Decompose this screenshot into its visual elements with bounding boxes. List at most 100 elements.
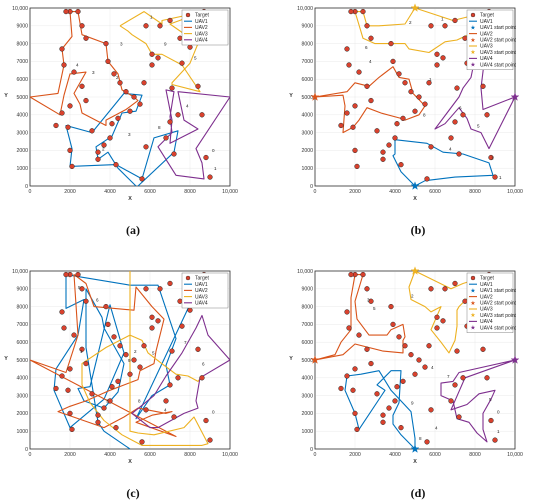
target-marker <box>416 94 422 100</box>
start-point-uav3 <box>410 266 420 275</box>
target-marker <box>127 108 133 114</box>
target-marker <box>434 51 440 57</box>
target-marker <box>484 112 490 118</box>
legend-entry: Target <box>480 13 495 19</box>
legend-entry: Target <box>480 276 495 282</box>
target-marker <box>386 405 392 411</box>
target-marker <box>59 46 65 52</box>
x-tick-label: 2000 <box>349 189 361 195</box>
target-marker <box>434 62 440 68</box>
y-tick-label: 6000 <box>16 340 28 346</box>
target-marker <box>143 407 149 413</box>
target-index-label: 5 <box>489 397 492 402</box>
y-axis-label: Y <box>4 93 8 99</box>
legend-entry: UAV4 <box>480 56 493 62</box>
target-marker <box>364 286 370 292</box>
target-index-label: 6 <box>459 105 462 110</box>
target-marker <box>107 398 113 404</box>
target-marker <box>434 325 440 331</box>
target-marker <box>390 321 396 328</box>
x-tick-label: 6000 <box>429 452 441 458</box>
target-marker <box>428 23 434 29</box>
target-marker <box>456 414 462 420</box>
legend-box <box>466 272 514 333</box>
target-marker <box>416 357 422 363</box>
y-tick-label: 5000 <box>16 95 28 101</box>
target-marker <box>412 108 418 114</box>
target-index-label: 0 <box>497 409 500 414</box>
y-tick-label: 2000 <box>16 148 28 154</box>
target-marker <box>137 101 143 107</box>
target-marker <box>167 280 173 287</box>
target-marker <box>117 343 123 349</box>
target-index-label: 3 <box>106 399 109 404</box>
route-uav4 <box>157 89 231 180</box>
target-index-label: 4 <box>369 59 372 64</box>
target-index-label: 6 <box>365 45 368 50</box>
target-marker <box>368 35 374 41</box>
target-marker <box>187 44 193 50</box>
target-marker <box>103 40 109 47</box>
target-marker <box>412 371 418 377</box>
target-index-label: 5 <box>152 351 155 356</box>
target-marker <box>63 8 69 15</box>
y-axis-label: Y <box>289 356 293 362</box>
target-marker <box>139 176 145 182</box>
chart-panel-1: 0 1000 2000 3000 4000 5000 6000 7000 8000 9000 10,… <box>4 6 238 237</box>
target-marker <box>69 426 75 433</box>
x-tick-label: 4000 <box>104 452 116 458</box>
target-marker <box>400 115 406 122</box>
x-tick-label: 10,000 <box>222 189 238 195</box>
target-index-label: 1 <box>441 16 444 21</box>
target-marker <box>95 419 101 425</box>
target-marker <box>488 417 494 424</box>
target-index-label: 5 <box>477 123 480 128</box>
x-tick-label: 8000 <box>469 189 481 195</box>
x-tick-label: 0 <box>29 189 32 195</box>
start-point-uav4 <box>510 355 520 364</box>
target-marker <box>61 325 67 331</box>
x-tick-label: 8000 <box>184 189 196 195</box>
legend-entry: UAV3 <box>480 307 493 313</box>
x-tick-label: 10,000 <box>507 452 523 458</box>
target-marker <box>79 23 85 29</box>
y-tick-label: 7000 <box>16 322 28 328</box>
target-marker <box>117 80 123 86</box>
y-tick-label: 0 <box>25 184 28 190</box>
target-marker <box>460 375 466 381</box>
target-marker <box>394 384 400 390</box>
target-marker <box>69 163 75 170</box>
legend-entry: UAV4 start point <box>480 62 517 68</box>
target-marker <box>71 332 77 338</box>
target-marker <box>53 122 59 129</box>
target-marker <box>424 439 430 445</box>
target-marker <box>155 55 161 61</box>
legend-box <box>466 9 514 70</box>
y-tick-label: 1000 <box>301 166 313 172</box>
target-marker <box>149 314 155 320</box>
y-tick-label: 6000 <box>16 77 28 83</box>
target-marker <box>344 373 350 379</box>
target-marker <box>380 419 386 425</box>
target-marker <box>141 343 147 349</box>
target-marker <box>157 286 163 292</box>
target-index-label: 4 <box>449 146 452 151</box>
target-marker <box>354 163 360 170</box>
target-marker <box>75 8 81 15</box>
target-marker <box>352 366 358 372</box>
target-marker <box>356 332 362 338</box>
target-index-label: 5 <box>194 56 197 61</box>
target-marker <box>63 271 69 278</box>
target-marker <box>199 112 205 118</box>
target-marker <box>171 414 177 420</box>
target-marker <box>452 382 458 388</box>
target-index-label: 7 <box>184 340 187 345</box>
target-marker <box>360 271 366 278</box>
legend-star-icon: ★ <box>470 62 475 69</box>
y-axis-label: Y <box>4 356 8 362</box>
x-tick-label: 4000 <box>389 452 401 458</box>
target-marker <box>131 94 137 100</box>
target-marker <box>364 346 370 352</box>
y-tick-label: 5000 <box>301 95 313 101</box>
